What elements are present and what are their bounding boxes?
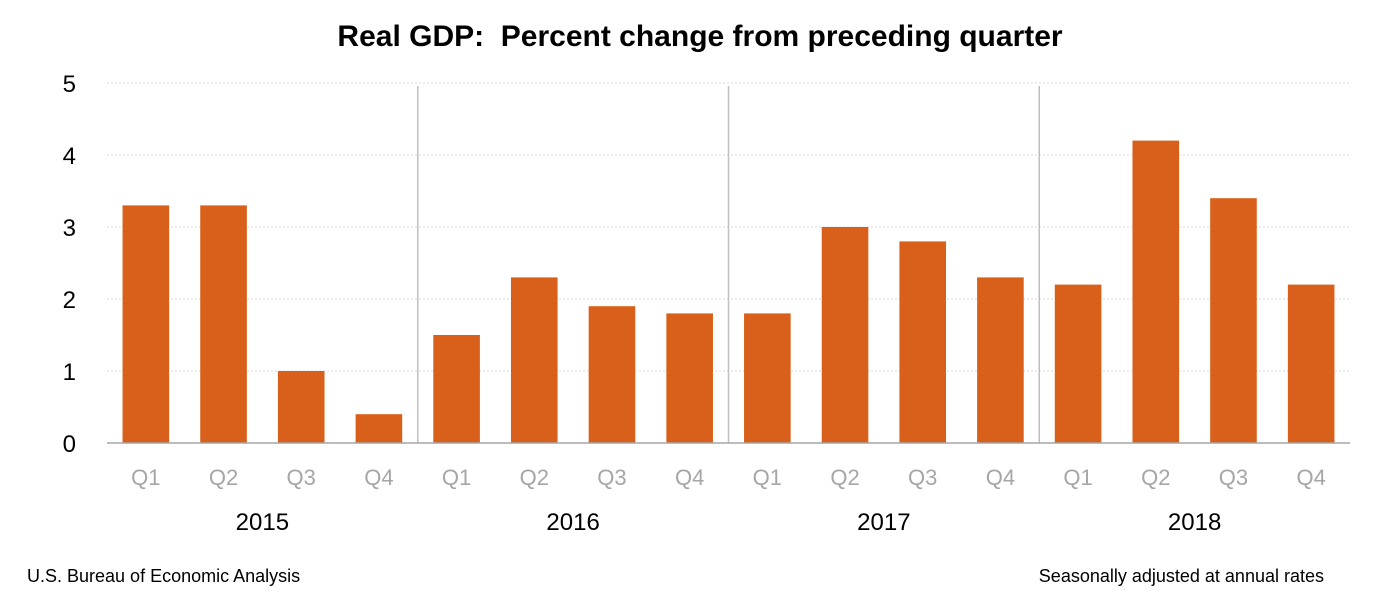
bar [1054,284,1102,443]
year-label: 2015 [236,509,289,536]
quarter-tick-label: Q2 [1141,465,1170,490]
source-note: U.S. Bureau of Economic Analysis [27,566,301,586]
bar [666,313,713,443]
y-tick-label: 2 [63,287,76,314]
quarter-tick-label: Q1 [1063,465,1092,490]
year-label: 2018 [1168,509,1221,536]
quarter-tick-label: Q3 [908,465,937,490]
quarter-tick-label: Q2 [209,465,238,490]
bar [1210,198,1257,443]
quarter-tick-label: Q1 [442,465,471,490]
bar [122,205,170,443]
y-tick-label: 4 [63,143,76,170]
bar [200,205,247,443]
bar [355,414,403,443]
year-label: 2017 [857,509,910,536]
y-tick-labels: 0 1 2 3 4 5 [63,71,76,458]
bar [277,371,325,443]
bar [744,313,791,443]
chart-title: Real GDP: Percent change from preceding … [337,20,1063,53]
bar [510,277,558,443]
quarter-tick-label: Q2 [830,465,859,490]
quarter-tick-label: Q4 [1296,465,1325,490]
gdp-bar-chart: Real GDP: Percent change from preceding … [63,20,1350,536]
y-tick-label: 1 [63,359,76,386]
quarter-tick-label: Q4 [986,465,1015,490]
y-tick-label: 3 [63,215,76,242]
bars [122,140,1335,443]
quarter-tick-label: Q3 [287,465,316,490]
quarter-tick-label: Q3 [1219,465,1248,490]
quarter-tick-label: Q2 [520,465,549,490]
bar [1287,284,1335,443]
year-label: 2016 [546,509,599,536]
quarter-tick-label: Q1 [131,465,160,490]
quarter-tick-label: Q4 [675,465,704,490]
quarter-tick-label: Q3 [597,465,626,490]
seasonal-adjustment-note: Seasonally adjusted at annual rates [1038,566,1324,586]
bar [977,277,1024,443]
bar [433,335,480,443]
y-tick-label: 0 [63,431,76,458]
quarter-tick-label: Q4 [364,465,393,490]
quarter-tick-labels: Q1 Q2 Q3 Q4 Q1 Q2 Q3 Q4 Q1 Q2 Q3 Q4 Q1 Q2 Q3 Q4 [131,465,1326,490]
year-separators [417,86,1040,443]
y-tick-label: 5 [63,71,76,98]
bar [821,227,869,443]
bar [588,306,636,443]
bar [899,241,947,443]
year-labels: 2015 2016 2017 2018 [236,509,1222,536]
bar [1132,140,1180,443]
quarter-tick-label: Q1 [753,465,782,490]
